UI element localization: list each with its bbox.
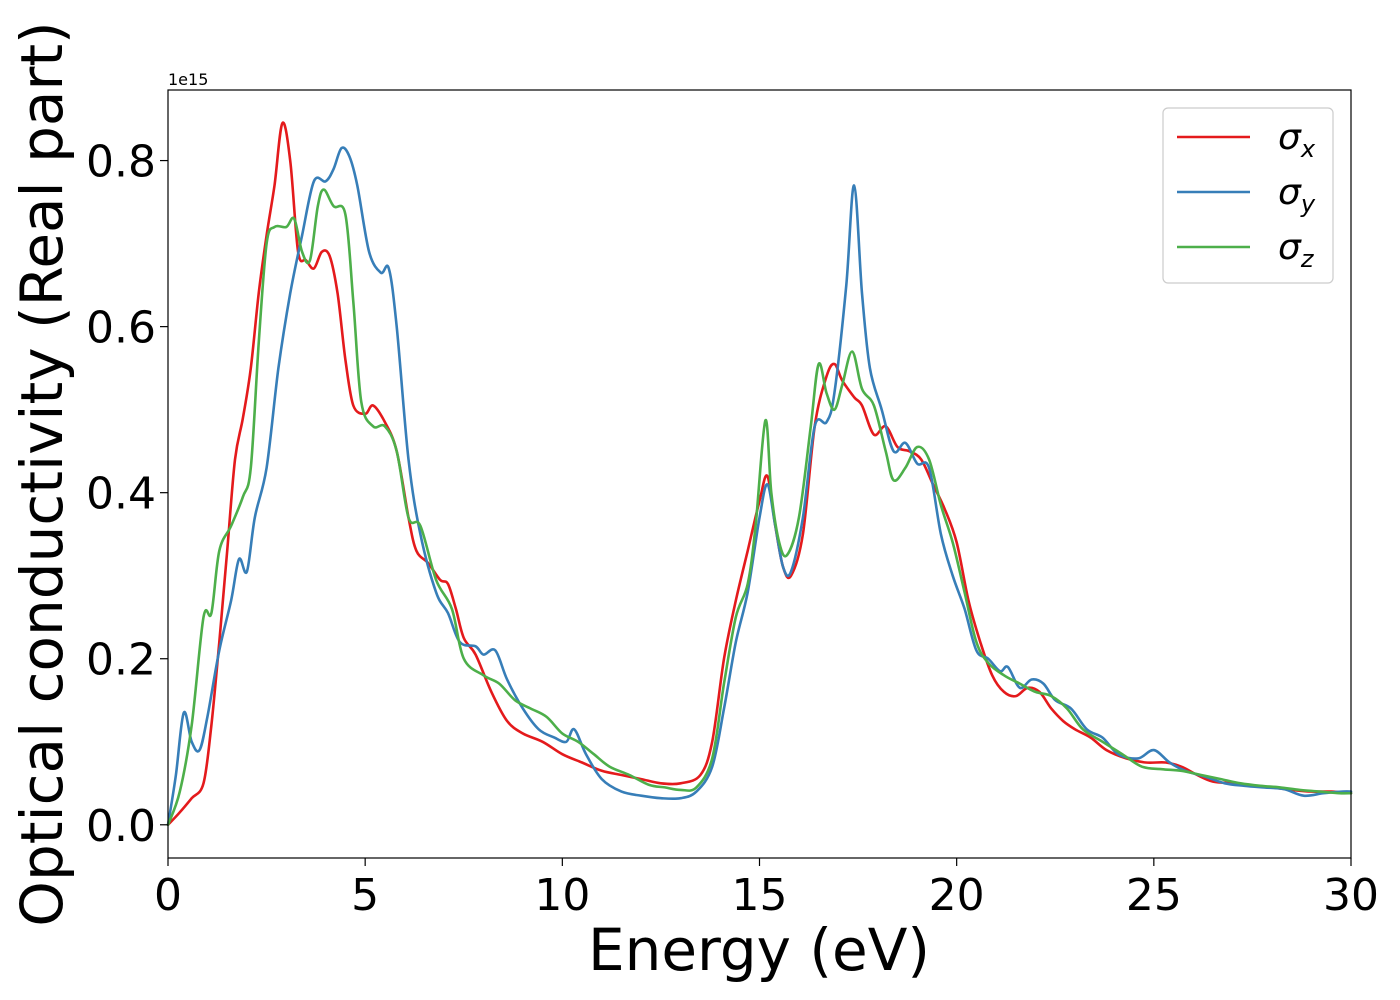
series-line-sigma-x — [166, 121, 1353, 827]
series-line-sigma-z — [166, 188, 1353, 827]
x-axis-ticks: 0 5 10 15 20 25 30 — [154, 858, 1379, 921]
x-tick-label: 15 — [732, 870, 788, 921]
x-tick-label: 30 — [1323, 870, 1379, 921]
y-tick-label: 0.2 — [86, 635, 156, 686]
series-line-sigma-y — [166, 146, 1353, 827]
x-tick-label: 5 — [351, 870, 379, 921]
y-offset-text: 1e15 — [168, 70, 208, 89]
series-layer — [166, 121, 1353, 827]
x-tick-label: 0 — [154, 870, 182, 921]
x-tick-label: 10 — [534, 870, 590, 921]
y-tick-label: 0.8 — [86, 137, 156, 188]
y-tick-label: 0.0 — [86, 801, 156, 852]
y-tick-label: 0.4 — [86, 469, 156, 520]
x-axis-title: Energy (eV) — [588, 916, 930, 984]
legend-box — [1162, 107, 1334, 284]
y-axis-ticks: 0.0 0.2 0.4 0.6 0.8 — [86, 137, 168, 852]
y-tick-label: 0.6 — [86, 303, 156, 354]
x-tick-label: 25 — [1126, 870, 1182, 921]
x-tick-label: 20 — [929, 870, 985, 921]
y-axis-title: Optical conductivity (Real part) — [8, 21, 76, 926]
